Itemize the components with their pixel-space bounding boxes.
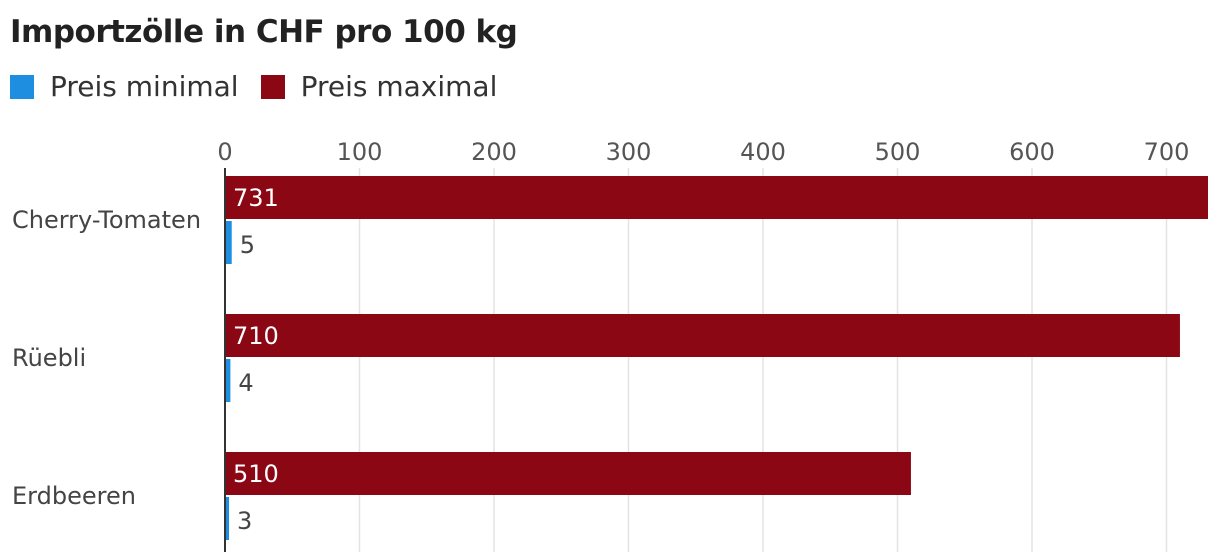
category-label: Rüebli <box>12 344 86 372</box>
x-tick-label: 500 <box>875 138 921 166</box>
bar-preis-maximal <box>225 176 1208 219</box>
bar-preis-maximal <box>225 314 1180 357</box>
x-tick-label: 100 <box>337 138 383 166</box>
legend-swatch-max <box>260 74 285 99</box>
legend-label-max: Preis maximal <box>300 70 498 103</box>
data-label-max: 731 <box>233 184 279 212</box>
x-tick-label: 0 <box>217 138 232 166</box>
data-label-min: 4 <box>238 369 253 397</box>
bar-preis-maximal <box>225 452 911 495</box>
category-label: Cherry-Tomaten <box>12 206 201 234</box>
data-label-max: 510 <box>233 460 279 488</box>
data-label-max: 710 <box>233 322 279 350</box>
legend-item-min: Preis minimal <box>10 70 239 103</box>
x-tick-label: 400 <box>740 138 786 166</box>
bar-preis-minimal <box>225 221 232 264</box>
chart-title: Importzölle in CHF pro 100 kg <box>10 14 518 50</box>
data-label-min: 3 <box>237 507 252 535</box>
category-label: Erdbeeren <box>12 482 136 510</box>
data-label-min: 5 <box>240 231 255 259</box>
x-tick-label: 300 <box>606 138 652 166</box>
bar-preis-minimal <box>225 359 231 402</box>
legend: Preis minimal Preis maximal <box>10 70 519 103</box>
x-tick-label: 600 <box>1009 138 1055 166</box>
x-tick-label: 200 <box>471 138 517 166</box>
bar-preis-minimal <box>225 497 230 540</box>
x-tick-label: 700 <box>1144 138 1190 166</box>
legend-label-min: Preis minimal <box>50 70 239 103</box>
legend-item-max: Preis maximal <box>260 70 498 103</box>
legend-swatch-min <box>10 74 34 99</box>
